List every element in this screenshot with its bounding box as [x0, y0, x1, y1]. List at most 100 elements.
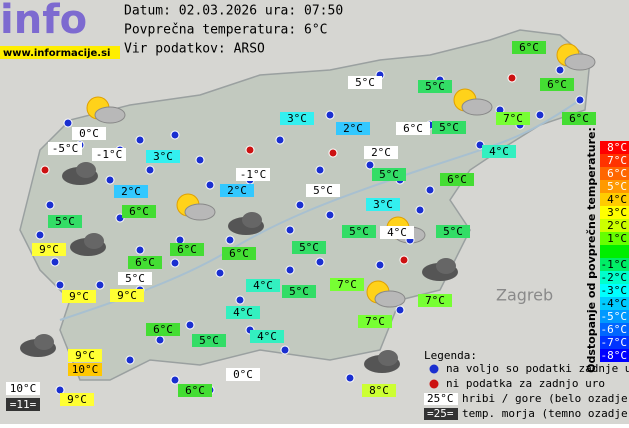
- station-label-bg: [110, 289, 144, 302]
- station-label: 4°C: [233, 306, 253, 319]
- station-label-bg: [220, 184, 254, 197]
- station-label-bg: [92, 148, 126, 161]
- station-dot: [395, 305, 405, 315]
- station-dot-missing: [40, 165, 50, 175]
- river: [59, 99, 581, 321]
- station-label: 7°C: [503, 112, 523, 125]
- station-dot: [135, 135, 145, 145]
- scale-label: 1°C: [607, 232, 627, 245]
- station-dot: [555, 65, 565, 75]
- cloud: [76, 162, 96, 178]
- station-dot: [195, 155, 205, 165]
- station-dot: [295, 200, 305, 210]
- station-label: 5°C: [199, 334, 219, 347]
- station-label-bg: [306, 184, 340, 197]
- station-label-bg: [236, 168, 270, 181]
- legend-text: temp. morja (temno ozadje): [462, 407, 629, 420]
- station-label-bg: [122, 205, 156, 218]
- station-label-bg: [226, 368, 260, 381]
- cloud: [436, 258, 456, 274]
- station-dot: [35, 230, 45, 240]
- scale-swatch: [600, 323, 629, 336]
- station-dot: [50, 257, 60, 267]
- station-label-bg: [366, 198, 400, 211]
- cloud: [374, 290, 406, 308]
- legend-text: ni podatka za zadnjo uro: [446, 377, 605, 390]
- station-dot: [375, 260, 385, 270]
- scale-swatch: [600, 284, 629, 297]
- scale-swatch: [600, 232, 629, 245]
- station-label-bg: [440, 173, 474, 186]
- legend-sample: 25°C: [427, 392, 454, 405]
- station-dot: [55, 385, 65, 395]
- station-label-bg: [128, 256, 162, 269]
- cloud: [378, 350, 398, 366]
- station-label-bg: [146, 150, 180, 163]
- station-label-bg: [330, 278, 364, 291]
- station-label-bg: [432, 121, 466, 134]
- station-label-bg: [292, 241, 326, 254]
- station-label: 5°C: [355, 76, 375, 89]
- station-dot: [45, 200, 55, 210]
- station-dot: [170, 375, 180, 385]
- legend: Legenda: na voljo so podatki zadnje ure …: [424, 349, 629, 420]
- station-dot: [95, 280, 105, 290]
- scale-swatch: [600, 167, 629, 180]
- station-label: =11=: [10, 398, 37, 411]
- station-dot: [125, 355, 135, 365]
- station-label-bg: [192, 334, 226, 347]
- station-label: 6°C: [185, 384, 205, 397]
- station-label: 3°C: [373, 198, 393, 211]
- station-label: 10°C: [72, 363, 99, 376]
- scale-swatch: [600, 180, 629, 193]
- station-label: 6°C: [547, 78, 567, 91]
- scale-swatch: [600, 219, 629, 232]
- station-label-bg: [342, 225, 376, 238]
- scale-title: Odstopanje od povprečne temperature:: [585, 127, 598, 373]
- station-label-bg: [72, 127, 106, 140]
- scale-label: 2°C: [607, 219, 627, 232]
- station-label-bg: [170, 243, 204, 256]
- station-label-bg: [418, 294, 452, 307]
- station-dot: [170, 258, 180, 268]
- station-label-bg: [372, 168, 406, 181]
- station-dot: [63, 118, 73, 128]
- station-dot: [575, 95, 585, 105]
- station-label-bg: [68, 349, 102, 362]
- legend-title: Legenda:: [424, 349, 477, 362]
- station-label: 5°C: [379, 168, 399, 181]
- station-dot: [285, 225, 295, 235]
- station-label: 5°C: [55, 215, 75, 228]
- logo: info: [0, 0, 87, 43]
- station-label: 5°C: [125, 272, 145, 285]
- cloud: [184, 203, 216, 221]
- scale-swatch: [600, 154, 629, 167]
- station-dot: [135, 245, 145, 255]
- station-label: 8°C: [369, 384, 389, 397]
- scale-label: -8°C: [601, 349, 628, 362]
- station-label: 4°C: [253, 279, 273, 292]
- station-label: 2°C: [227, 184, 247, 197]
- legend-text: hribi / gore (belo ozadje): [462, 392, 629, 405]
- station-label: 6°C: [135, 256, 155, 269]
- station-label-bg: [482, 145, 516, 158]
- station-dot: [105, 175, 115, 185]
- scale-swatch: [600, 310, 629, 323]
- station-label-bg: [62, 290, 96, 303]
- station-dot: [215, 268, 225, 278]
- station-dot: [415, 205, 425, 215]
- station-label-bg: [396, 122, 430, 135]
- scale-swatch: [600, 271, 629, 284]
- avg-line: Povprečna temperatura: 6°C: [124, 23, 328, 38]
- cloud: [564, 53, 596, 71]
- station-label-bg: [68, 363, 102, 376]
- station-dot: [235, 295, 245, 305]
- station-dot: [535, 110, 545, 120]
- scale-label: 4°C: [607, 193, 627, 206]
- cloud: [84, 233, 104, 249]
- station-label: 9°C: [39, 243, 59, 256]
- station-label: 6°C: [569, 112, 589, 125]
- cloud: [34, 334, 54, 350]
- station-dot: [315, 165, 325, 175]
- legend-red-dot: [429, 379, 439, 389]
